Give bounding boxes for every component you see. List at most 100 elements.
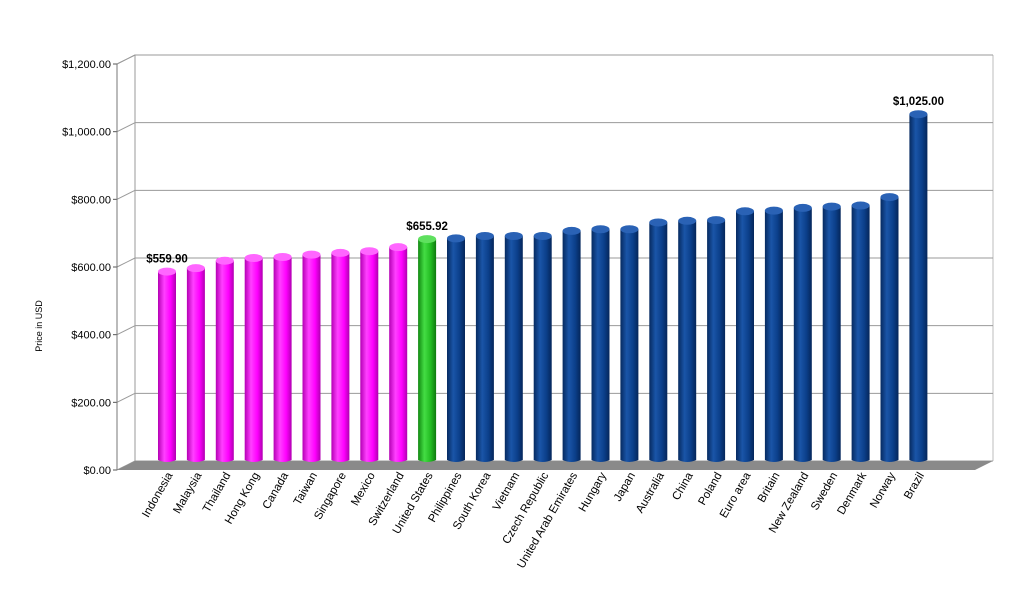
x-tick-label: Britain: [756, 471, 783, 505]
bar-body: [533, 236, 552, 462]
bar-body: [244, 258, 263, 462]
side-gridline: [116, 392, 136, 403]
bar-vietnam: [504, 232, 523, 462]
x-tick-label: Canada: [261, 470, 292, 511]
y-tick-label: $800.00: [71, 194, 111, 206]
bar-body: [764, 210, 783, 462]
bar-indonesia: [158, 267, 176, 462]
bar-body: [880, 197, 899, 462]
x-tick-label: Indonesia: [140, 470, 176, 520]
x-tick-label: Thailand: [201, 471, 233, 515]
bar-cap: [447, 234, 465, 243]
bar-philippines: [447, 234, 465, 462]
data-label: $655.92: [406, 221, 448, 233]
data-label: $559.90: [146, 254, 188, 266]
y-tick-label: $0.00: [83, 465, 111, 477]
bar-cap: [649, 218, 668, 227]
bar-cap: [360, 247, 379, 256]
x-tick-label: Brazil: [902, 471, 927, 502]
x-tick-label: Mexico: [349, 471, 378, 509]
bar-body: [273, 256, 292, 462]
bar-body: [302, 254, 321, 462]
bar-body: [707, 220, 726, 462]
bar-body: [360, 251, 379, 462]
bar-sweden: [822, 202, 841, 462]
bar-cap: [533, 232, 552, 241]
y-axis-label: Price in USD: [34, 300, 44, 352]
bar-cap: [591, 225, 610, 234]
x-tick-label: Australia: [634, 470, 667, 515]
bar-cap: [215, 256, 234, 265]
bar-singapore: [331, 248, 350, 462]
bar-poland: [707, 216, 726, 462]
bar-cap: [822, 202, 841, 211]
bar-cap: [389, 243, 408, 252]
bar-cap: [736, 207, 754, 216]
bar-euro-area: [736, 207, 754, 462]
side-gridline: [116, 189, 136, 200]
bar-new-zealand: [793, 203, 812, 462]
bar-body: [475, 236, 494, 462]
y-axis: $0.00 $200.00 $400.00 $600.00 $800.00 $1,000.…: [62, 59, 118, 477]
side-gridline: [116, 257, 136, 268]
bar-britain: [764, 206, 783, 462]
bar-body: [649, 222, 668, 462]
y-tick-label: $400.00: [71, 330, 111, 342]
bar-body: [822, 206, 841, 462]
bar-body: [736, 211, 754, 462]
bar-cap: [475, 232, 494, 241]
bar-japan: [620, 225, 639, 462]
bar-norway: [880, 193, 899, 462]
bar-cap: [793, 203, 812, 212]
bar-cap: [331, 248, 350, 257]
bar-denmark: [851, 201, 870, 462]
bar-hong-kong: [244, 254, 263, 462]
bar-cap: [851, 201, 870, 210]
bar-australia: [649, 218, 668, 462]
bar-canada: [273, 252, 292, 462]
y-tick-label: $200.00: [71, 397, 111, 409]
side-gridline: [116, 54, 136, 65]
x-tick-label: Vietnam: [491, 471, 522, 513]
bar-cap: [764, 206, 783, 215]
bar-body: [562, 230, 581, 462]
bar-cap: [880, 193, 899, 202]
bar-south-korea: [475, 232, 494, 462]
bar-body: [678, 220, 697, 462]
bar-united-arab-emirates: [562, 226, 581, 462]
y-tick-label: $600.00: [71, 262, 111, 274]
x-tick-label: Poland: [696, 471, 724, 508]
bar-cap: [707, 216, 726, 225]
bar-body: [331, 252, 350, 462]
x-tick-label: Sweden: [809, 471, 840, 513]
bar-body: [793, 207, 812, 462]
bar-cap: [418, 235, 437, 244]
bar-body: [418, 239, 437, 462]
bar-china: [678, 216, 697, 462]
bar-hungary: [591, 225, 610, 462]
bar-body: [504, 236, 523, 462]
bar-cap: [620, 225, 639, 234]
x-tick-label: Taiwan: [292, 471, 320, 508]
chart-floor: [117, 461, 993, 470]
x-tick-label: Hungary: [577, 470, 609, 514]
bars-layer: [158, 110, 928, 462]
x-tick-label: Denmark: [835, 470, 869, 517]
bar-cap: [562, 226, 581, 235]
bar-mexico: [360, 247, 379, 462]
bar-body: [620, 229, 639, 462]
y-tick-label: $1,000.00: [62, 127, 111, 139]
bar-brazil: [909, 110, 928, 462]
bar-thailand: [215, 256, 234, 462]
bar-malaysia: [186, 264, 205, 462]
bar-cap: [273, 252, 292, 261]
bar-czech-republic: [533, 232, 552, 462]
x-tick-label: Norway: [868, 470, 898, 510]
bar-cap: [504, 232, 523, 241]
bar-cap: [302, 250, 321, 259]
bar-body: [158, 271, 176, 462]
bar-taiwan: [302, 250, 321, 462]
bar-switzerland: [389, 243, 408, 462]
x-tick-label: Japan: [612, 471, 638, 504]
